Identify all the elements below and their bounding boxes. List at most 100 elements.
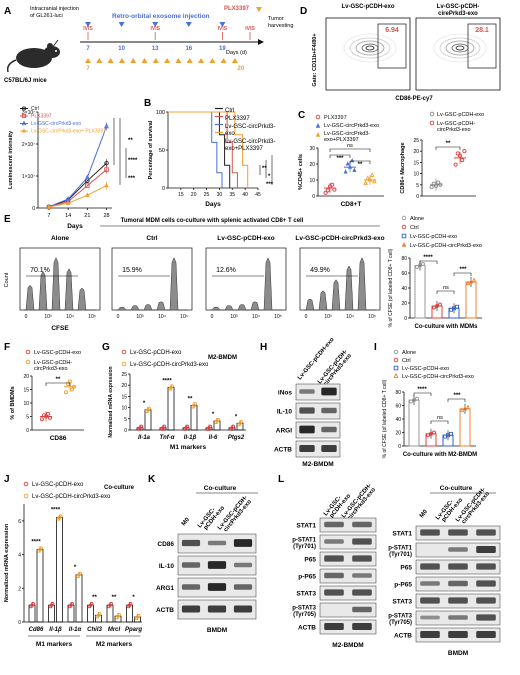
legend-marker: [393, 365, 399, 371]
data-point: [139, 424, 143, 429]
density-contour: [355, 40, 385, 56]
data-point: [367, 176, 373, 182]
x-tick-label: 10⁵: [274, 314, 282, 320]
blot-strip: [319, 568, 377, 584]
plx-arrow-icon: [220, 58, 227, 63]
plx-dose-markers: 7 20: [85, 58, 245, 72]
sig-label: **: [262, 166, 267, 172]
panel-a-chart: 0 1×10⁷ 2×10⁷ 3×10⁷ 7 14 21 28 Days Luminescent i…: [8, 106, 138, 230]
exo-arrow-icon: [152, 22, 159, 27]
blot-band: [352, 606, 372, 613]
legend-label: exo+PLX3397: [225, 146, 264, 152]
sig-label: **: [446, 141, 451, 147]
sig-label: ****: [162, 378, 172, 384]
panel-j: J Lv-GSC-pCDH-exo Co-culture Lv-GSC-pCDH-ci…: [4, 474, 142, 648]
plx-arrow-icon: [186, 58, 193, 63]
sig-bracket: [453, 272, 472, 276]
y-tick-label: 0: [398, 444, 401, 450]
panel-subtitle: Co-culture: [104, 485, 135, 491]
days-label: Days (d): [226, 50, 247, 56]
data-point: [347, 164, 353, 169]
legend-label: Lv-GSC-pCDH-exo: [130, 350, 182, 356]
histogram-title: Lv-GSC-pCDH-circPrkd3-exo: [295, 235, 384, 242]
bar: [408, 399, 420, 447]
density-contour: [343, 33, 397, 63]
density-contour: [439, 37, 481, 59]
data-point: [421, 262, 425, 266]
plx-arrow-icon: [164, 58, 171, 63]
x-axis-label: CD86: [50, 435, 67, 442]
legend-label: circPrkd3-exo: [437, 127, 471, 133]
x-tick-label: 45: [255, 192, 261, 198]
plx-arrow-icon: [256, 7, 262, 12]
y-tick-label: 0: [26, 428, 29, 434]
y-tick-label: 60: [395, 404, 401, 410]
sig-label: ****: [423, 255, 433, 261]
mouse-label: C57BL/6J mice: [4, 78, 47, 84]
data-point: [65, 200, 71, 205]
bar: [465, 281, 477, 319]
legend-label: Lv-GSC-pCDH-exo: [32, 482, 84, 488]
panel-a-schematic: A Intracranial injection of GL261-luci C…: [4, 6, 293, 84]
injection-label-1: Intracranial injection: [30, 6, 79, 12]
series-line: [48, 169, 107, 208]
legend-label: Ctrl: [402, 358, 411, 364]
sig-label: *: [268, 174, 271, 180]
y-tick-label: 25: [121, 372, 127, 378]
data-point: [46, 204, 52, 209]
data-point: [468, 279, 474, 284]
blot-row-label: p-STAT1: [388, 546, 412, 552]
bar: [167, 387, 175, 431]
blot-band: [321, 426, 337, 433]
blot-band: [420, 529, 440, 536]
sig-label: ns: [443, 285, 449, 291]
x-tick-label: 0: [117, 314, 120, 320]
blot-band: [181, 562, 201, 568]
plx-arrow-icon: [85, 58, 91, 63]
x-tick-label: 0: [25, 314, 28, 320]
data-point: [365, 175, 371, 181]
y-tick-label: 40: [395, 417, 401, 423]
x-tick-label: 10⁴: [346, 314, 354, 320]
histogram-title: Alone: [51, 235, 69, 242]
data-point: [409, 399, 413, 404]
x-axis-label: Days: [205, 201, 221, 208]
legend-label: exo: [225, 131, 235, 137]
blot-band: [352, 521, 372, 528]
data-point: [429, 431, 433, 436]
blot-band: [181, 584, 201, 590]
y-tick-label: 2×10⁷: [22, 142, 35, 148]
blot-band: [448, 529, 468, 536]
x-axis-label: Days: [67, 223, 83, 230]
blot-strip: [319, 517, 377, 533]
blot-band: [324, 539, 344, 544]
data-point: [64, 390, 68, 395]
ivis-label: IVIS: [245, 26, 255, 32]
blot-header: Co-culture: [440, 485, 473, 492]
plot-title: Lv-GSC-pCDH-: [437, 4, 480, 10]
blot-row-label: ACTB: [156, 607, 174, 614]
data-point: [431, 181, 436, 186]
data-point: [332, 187, 337, 192]
panel-d: D Gate: CD11b+F4/80+ Lv-GSC-pCDH-exo 6.94 Lv…: [300, 4, 501, 102]
x-tick-label: Pparg: [125, 627, 142, 633]
blot-strip: [295, 402, 341, 420]
blot-band: [476, 580, 496, 587]
legend-marker: [401, 224, 407, 230]
sig-label: ns: [347, 143, 353, 149]
y-axis-label: Percentage of survival: [148, 120, 154, 179]
data-point: [426, 433, 430, 438]
y-tick-label: 4: [18, 553, 21, 559]
histogram-fill: [210, 257, 282, 311]
data-point: [239, 420, 243, 424]
sig-label: ***: [453, 393, 461, 399]
panel-subtitle: M2-BMDM: [208, 355, 237, 361]
y-tick-label: 15: [413, 160, 419, 166]
x-tick-label: Il-1β: [49, 627, 62, 633]
histogram-frame: [299, 247, 381, 311]
panel-letter-c: C: [298, 110, 305, 121]
x-tick-label: 10³: [230, 314, 238, 320]
plot-title: Lv-GSC-pCDH-exo: [341, 4, 394, 10]
x-tick-label: 10⁵: [180, 314, 188, 320]
histogram-fill: [304, 257, 376, 311]
